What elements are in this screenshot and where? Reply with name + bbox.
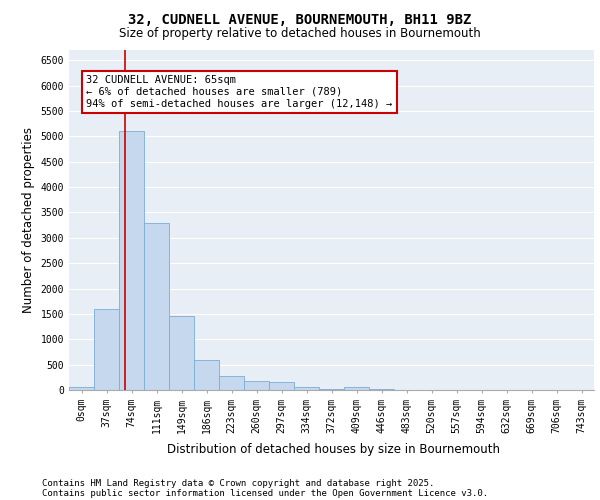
Bar [169,316,194,390]
Bar [144,222,169,390]
Text: Contains public sector information licensed under the Open Government Licence v3: Contains public sector information licen… [42,488,488,498]
Bar [219,376,244,390]
Text: Distribution of detached houses by size in Bournemouth: Distribution of detached houses by size … [167,442,500,456]
Bar [94,309,119,390]
Bar [344,388,369,390]
Bar [194,360,219,390]
Text: 32 CUDNELL AVENUE: 65sqm
← 6% of detached houses are smaller (789)
94% of semi-d: 32 CUDNELL AVENUE: 65sqm ← 6% of detache… [86,76,393,108]
Text: Contains HM Land Registry data © Crown copyright and database right 2025.: Contains HM Land Registry data © Crown c… [42,478,434,488]
Text: 32, CUDNELL AVENUE, BOURNEMOUTH, BH11 9BZ: 32, CUDNELL AVENUE, BOURNEMOUTH, BH11 9B… [128,12,472,26]
Bar [244,381,269,390]
Bar [69,388,94,390]
Text: Size of property relative to detached houses in Bournemouth: Size of property relative to detached ho… [119,28,481,40]
Bar [119,131,144,390]
Y-axis label: Number of detached properties: Number of detached properties [22,127,35,313]
Bar [294,388,319,390]
Bar [319,389,344,390]
Bar [269,382,294,390]
